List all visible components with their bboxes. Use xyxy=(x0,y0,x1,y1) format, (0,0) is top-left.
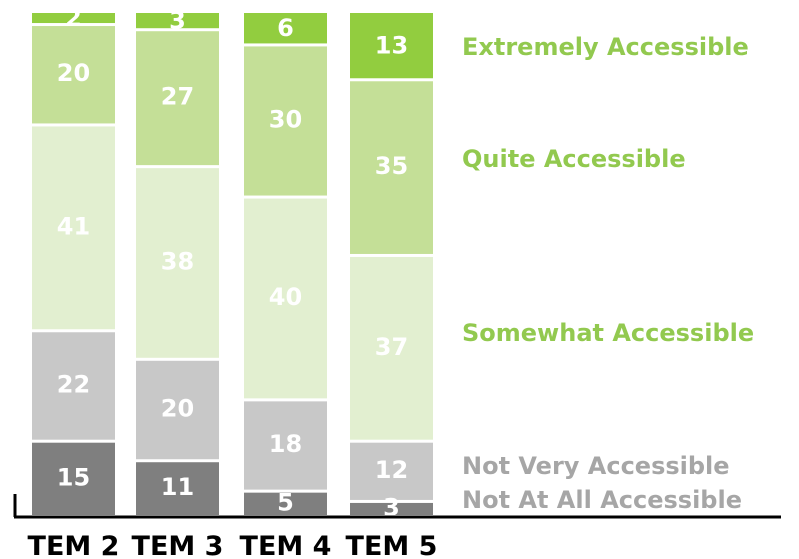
data-label-tem-2-extremely-accessible: 2 xyxy=(65,4,82,32)
data-label-tem-5-somewhat-accessible: 37 xyxy=(375,333,408,361)
category-label-tem-3: TEM 3 xyxy=(132,531,224,559)
data-label-tem-3-extremely-accessible: 3 xyxy=(169,7,186,35)
bar-tem-5-not-very-accessible xyxy=(347,436,436,503)
data-label-tem-4-quite-accessible: 30 xyxy=(269,105,302,133)
legend-label-extremely-accessible: Extremely Accessible xyxy=(462,33,749,61)
bar-tem-3-not-very-accessible xyxy=(133,354,222,463)
data-label-tem-4-not-at-all-accessible: 5 xyxy=(277,488,294,516)
legend-label-not-very-accessible: Not Very Accessible xyxy=(462,452,730,480)
bar-tem-4-somewhat-accessible xyxy=(241,192,330,402)
bar-tem-3-quite-accessible xyxy=(133,25,222,169)
data-label-tem-4-not-very-accessible: 18 xyxy=(269,430,302,458)
data-label-tem-3-not-at-all-accessible: 11 xyxy=(161,473,194,501)
data-label-tem-3-somewhat-accessible: 38 xyxy=(161,247,194,275)
data-label-tem-2-not-at-all-accessible: 15 xyxy=(57,463,90,491)
data-label-tem-3-not-very-accessible: 20 xyxy=(161,395,194,423)
bar-tem-3-extremely-accessible xyxy=(133,10,222,32)
category-label-tem-5: TEM 5 xyxy=(346,531,438,559)
data-label-tem-3-quite-accessible: 27 xyxy=(161,83,194,111)
data-label-tem-4-somewhat-accessible: 40 xyxy=(269,283,302,311)
data-label-tem-5-extremely-accessible: 13 xyxy=(375,32,408,60)
legend-label-somewhat-accessible: Somewhat Accessible xyxy=(462,319,754,347)
legend-label-not-at-all-accessible: Not At All Accessible xyxy=(462,486,742,514)
legend-label-quite-accessible: Quite Accessible xyxy=(462,145,686,173)
bar-tem-2-quite-accessible xyxy=(29,20,118,127)
category-label-tem-4: TEM 4 xyxy=(240,531,332,559)
data-label-tem-2-not-very-accessible: 22 xyxy=(57,370,90,398)
data-label-tem-5-not-at-all-accessible: 3 xyxy=(383,493,400,521)
data-label-tem-5-quite-accessible: 35 xyxy=(375,152,408,180)
bar-tem-4-extremely-accessible xyxy=(241,10,330,47)
data-label-tem-5-not-very-accessible: 12 xyxy=(375,456,408,484)
bar-tem-2-not-at-all-accessible xyxy=(29,436,118,519)
data-label-tem-2-somewhat-accessible: 41 xyxy=(57,212,90,240)
data-label-tem-2-quite-accessible: 20 xyxy=(57,59,90,87)
bar-tem-3-somewhat-accessible xyxy=(133,162,222,361)
bar-tem-5-quite-accessible xyxy=(347,75,436,257)
bar-tem-5-extremely-accessible xyxy=(347,10,436,82)
bar-tem-2-not-very-accessible xyxy=(29,326,118,443)
bars xyxy=(29,10,436,519)
category-labels: TEM 2 TEM 3 TEM 4 TEM 5 xyxy=(28,531,438,559)
data-label-tem-4-extremely-accessible: 6 xyxy=(277,14,294,42)
category-label-tem-2: TEM 2 xyxy=(28,531,120,559)
legend: Not At All Accessible Not Very Accessible… xyxy=(462,33,754,514)
bar-tem-2-extremely-accessible xyxy=(29,10,118,27)
